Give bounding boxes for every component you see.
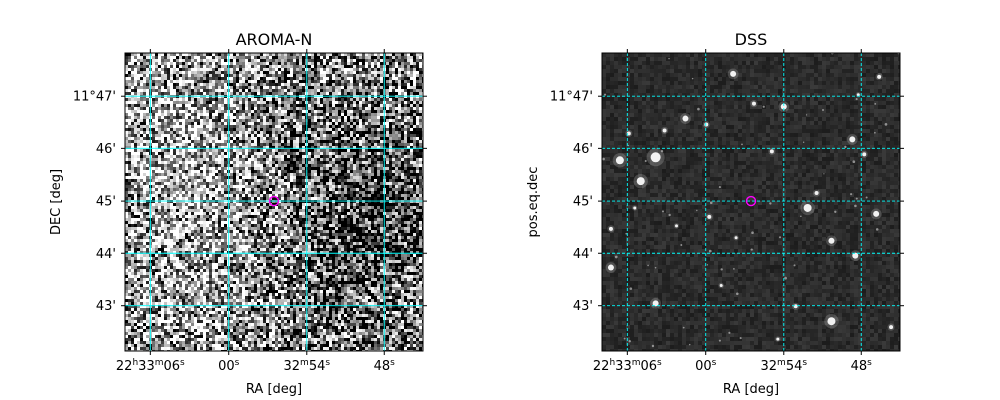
y-tick-label-1-3: 45' — [96, 195, 116, 210]
x-axis-label-2: RA [deg] — [723, 382, 779, 397]
y-tick-label-2-1: 11°47' — [550, 90, 593, 105]
y-axis-label-2: pos.eq.dec — [526, 167, 541, 238]
y-tick-label-2-4: 44' — [573, 247, 593, 262]
chart-title-2: DSS — [735, 30, 768, 49]
x-tick-label-1-4: 48s — [374, 358, 396, 374]
target-marker-2 — [745, 195, 757, 207]
y-tick-label-1-5: 43' — [96, 299, 116, 314]
x-tick-label-2-1: 22h33m06s — [593, 358, 662, 374]
image-1 — [125, 53, 423, 351]
y-tick-label-2-2: 46' — [573, 142, 593, 157]
y-tick-label-2-5: 43' — [573, 299, 593, 314]
x-tick-label-2-4: 48s — [851, 358, 873, 374]
x-tick-label-2-2: 00s — [695, 358, 717, 374]
y-tick-label-1-4: 44' — [96, 247, 116, 262]
panel-2: 22h33m06s 00s 32m54s 48s 11°47' 46' 45' 44' 43' D… — [526, 30, 904, 397]
y-tick-label-1-2: 46' — [96, 142, 116, 157]
x-tick-label-1-3: 32m54s — [283, 358, 330, 374]
image-2 — [602, 53, 900, 351]
panel-1: 22h33m06s 00s 32m54s 48s 11°47' 46' 45' 44' 43' A… — [49, 30, 427, 397]
chart-title-1: AROMA-N — [236, 30, 313, 49]
y-tick-label-1-1: 11°47' — [73, 90, 116, 105]
x-tick-label-2-3: 32m54s — [760, 358, 807, 374]
axes-frame-1 — [124, 52, 424, 352]
target-marker-1 — [268, 195, 280, 207]
y-axis-label-1: DEC [deg] — [49, 169, 64, 235]
x-tick-label-1-1: 22h33m06s — [116, 358, 185, 374]
x-tick-label-1-2: 00s — [218, 358, 240, 374]
x-axis-label-1: RA [deg] — [246, 382, 302, 397]
y-tick-label-2-3: 45' — [573, 195, 593, 210]
axes-frame-2 — [601, 52, 901, 352]
